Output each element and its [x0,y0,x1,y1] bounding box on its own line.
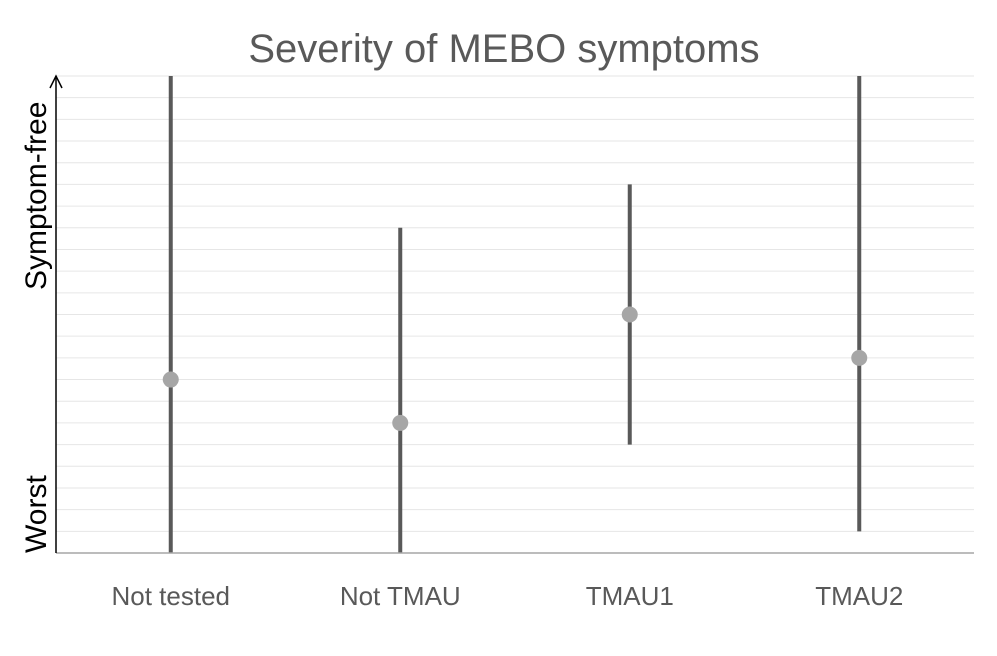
x-tick-label: Not TMAU [340,581,461,611]
mean-point [162,371,179,388]
x-tick-label: Not tested [111,581,230,611]
y-label-symptom-free: Symptom-free [20,102,53,290]
chart-marks [162,76,868,553]
mean-point [851,349,868,366]
mean-point [392,414,409,431]
x-tick-label: TMAU1 [586,581,674,611]
y-label-worst: Worst [20,475,53,553]
chart-title: Severity of MEBO symptoms [248,27,759,71]
gridlines [56,75,974,532]
x-tick-labels: Not tested Not TMAU TMAU1 TMAU2 [111,581,903,611]
mean-point [621,306,638,323]
y-axis-arrow-icon [49,74,63,89]
x-tick-label: TMAU2 [815,581,903,611]
